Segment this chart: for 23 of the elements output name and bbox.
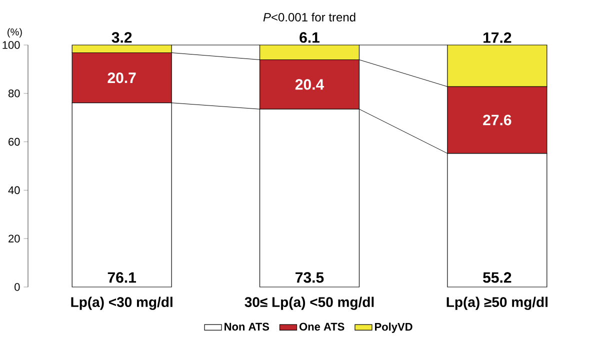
y-tick-label: 40 — [8, 186, 20, 194]
data-label: 6.1 — [300, 32, 320, 43]
data-label: 55.2 — [483, 272, 512, 283]
data-label: 76.1 — [108, 272, 136, 283]
legend-label: PolyVD — [375, 322, 412, 333]
data-label: 3.2 — [112, 32, 132, 43]
y-tick-label: 80 — [8, 89, 20, 98]
y-tick-label: 100 — [2, 41, 20, 49]
chart-title: P<0.001 for trend — [263, 12, 356, 22]
data-label: 17.2 — [484, 32, 512, 43]
data-label: 20.4 — [295, 79, 324, 90]
y-tick-label: 60 — [8, 138, 20, 146]
legend-label: One ATS — [300, 322, 344, 331]
y-tick-label: 0 — [14, 283, 20, 291]
x-tick-label: 30≤ Lp(a) <50 mg/dl — [244, 296, 374, 310]
data-label: 27.6 — [483, 114, 512, 126]
data-label: 20.7 — [108, 72, 136, 84]
x-tick-label: Lp(a) <30 mg/dl — [71, 296, 172, 310]
data-label: 73.5 — [296, 272, 324, 283]
x-tick-label: Lp(a) ≥50 mg/dl — [446, 296, 548, 310]
y-axis-title: (%) — [8, 28, 22, 38]
legend-label: Non ATS — [224, 322, 270, 331]
y-tick-label: 20 — [8, 234, 20, 242]
